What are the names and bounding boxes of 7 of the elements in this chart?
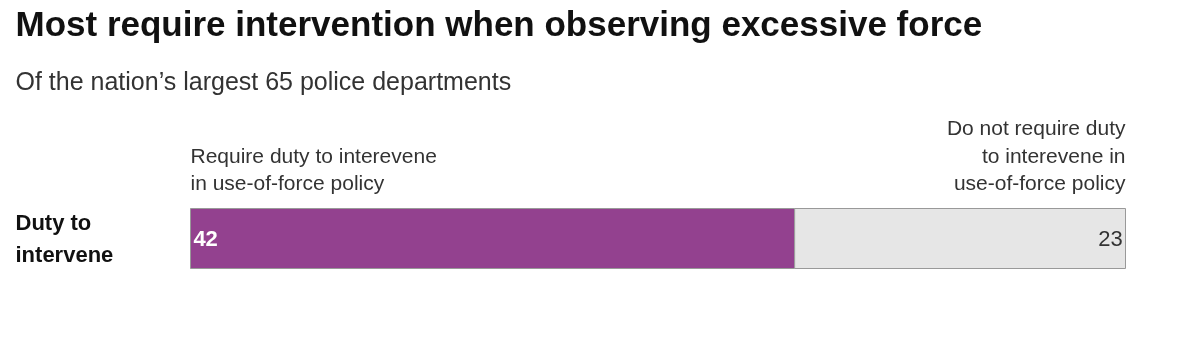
chart-title: Most require intervention when observing excessive force <box>15 3 983 43</box>
data-label: 23 <box>1098 226 1123 251</box>
chart-subtitle: Of the nation’s largest 65 police departments <box>15 66 512 95</box>
y-tick-label: Duty to intervene <box>15 210 114 267</box>
series-label: Require duty to interevene in use-of-force policy <box>190 143 437 195</box>
data-label: 42 <box>193 226 218 251</box>
series-label: Do not require duty to interevene in use-of-force policy <box>946 116 1126 195</box>
